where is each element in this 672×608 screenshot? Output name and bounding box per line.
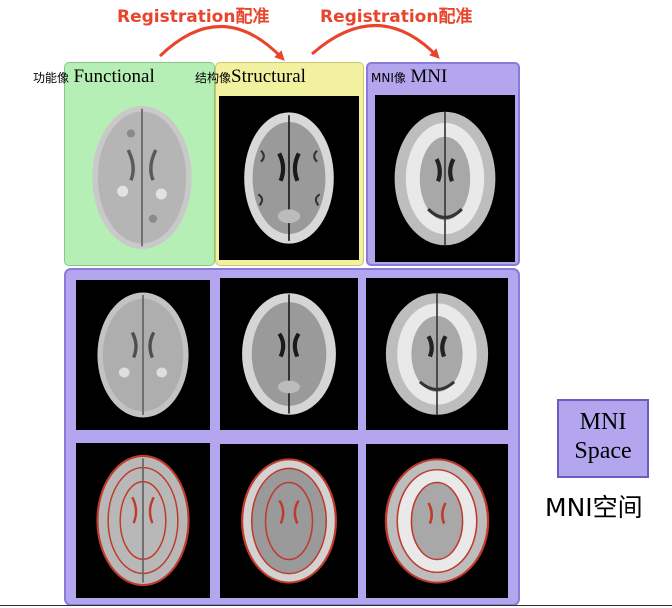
structural-outlined-image [220,444,358,598]
registration-label-right: Registration配准 [320,7,473,27]
registration-arrow-left [158,25,285,61]
structural-raw-image [219,96,359,260]
registration-arrow-right [311,24,440,59]
bottom-divider [0,605,672,606]
functional-raw-image [73,95,211,260]
mni-normalized-image [366,278,508,430]
mni-title-cn: MNI像 [371,71,406,85]
structural-title-en: Structural [231,66,306,87]
functional-normalized-image [76,280,210,430]
functional-title-cn: 功能像 [33,71,70,85]
functional-title-en: Functional [73,66,155,87]
mni-title: MNI像 MNI [371,66,447,88]
structural-title-cn: 结构像 [195,71,232,85]
registration-label-left: Registration配准 [117,7,270,27]
functional-outlined-image [76,443,210,598]
functional-title: 功能像 Functional [33,66,155,88]
mni-space-line1: MNI [579,409,627,435]
mni-space-caption: MNI空间 [545,493,643,522]
mni-template-image [375,95,515,262]
registration-arrows [158,24,440,61]
mni-space-line2: Space [574,438,632,464]
mni-outlined-image [366,444,508,598]
mni-title-en: MNI [410,66,448,87]
structural-normalized-image [220,278,358,430]
structural-title: 结构像Structural [195,66,306,88]
mni-space-box: MNI Space [557,399,649,478]
